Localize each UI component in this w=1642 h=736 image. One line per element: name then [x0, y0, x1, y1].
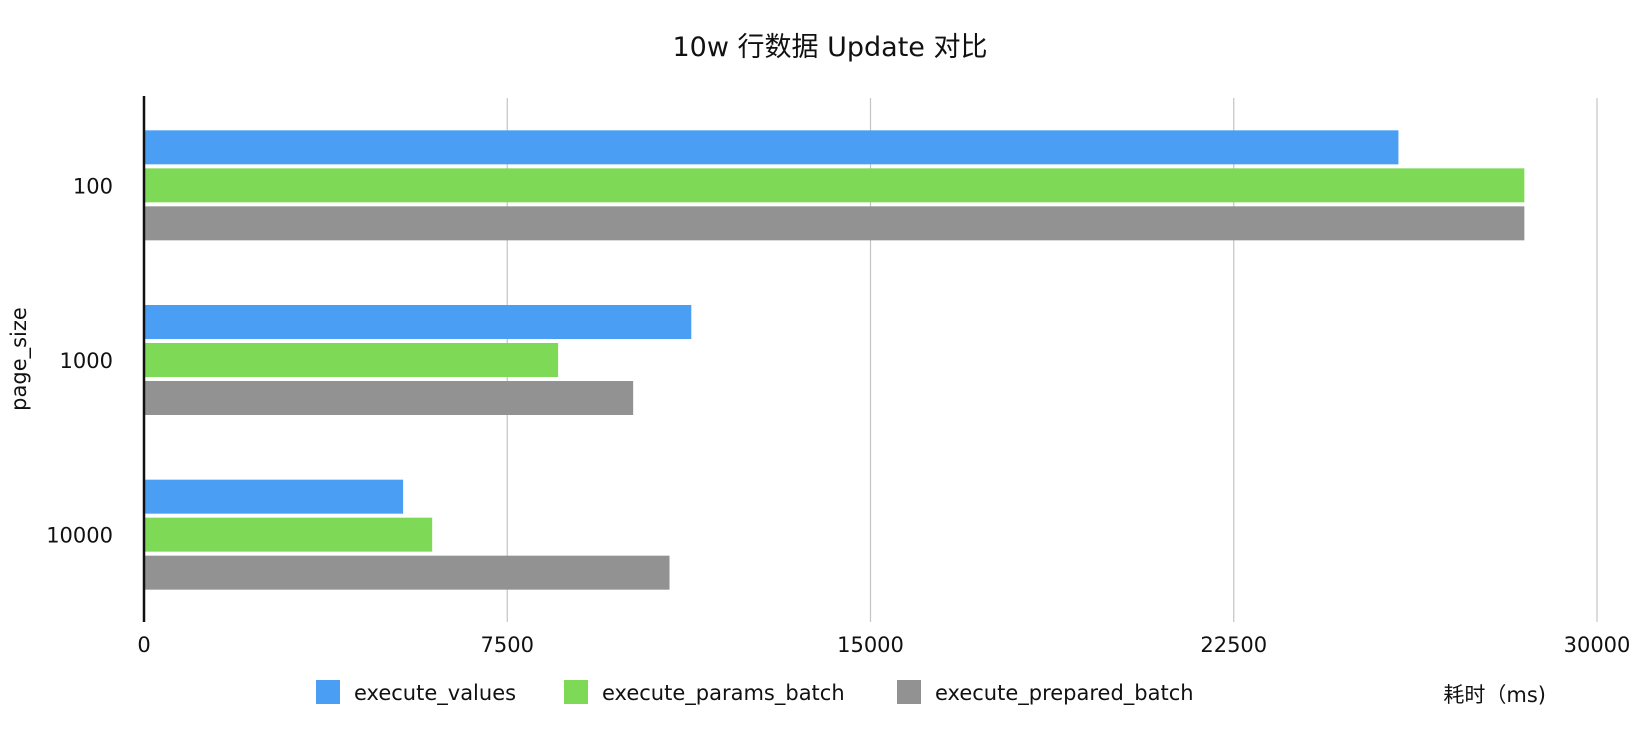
legend: execute_values execute_params_batch execut… [316, 680, 1194, 706]
bars [144, 130, 1525, 590]
legend-swatch [564, 680, 588, 704]
x-tick-labels: 0 7500 15000 22500 30000 [137, 633, 1630, 657]
bar-execute-prepared-batch-100 [144, 206, 1525, 241]
legend-label: execute_params_batch [602, 681, 845, 706]
x-tick-label: 0 [137, 633, 150, 657]
legend-label: execute_prepared_batch [935, 681, 1194, 706]
x-axis-label: 耗时（ms) [1443, 683, 1546, 707]
x-tick-label: 30000 [1564, 633, 1631, 657]
x-tick-label: 7500 [481, 633, 534, 657]
y-axis-label: page_size [7, 307, 32, 411]
bar-execute-values-10000 [144, 479, 404, 514]
bar-execute-params-batch-1000 [144, 343, 559, 377]
bar-execute-params-batch-10000 [144, 517, 433, 552]
x-tick-label: 15000 [837, 633, 904, 657]
bar-execute-prepared-batch-1000 [144, 381, 634, 415]
category-label: 1000 [60, 349, 113, 373]
chart-title: 10w 行数据 Update 对比 [673, 32, 988, 63]
bar-execute-values-100 [144, 130, 1399, 165]
category-label: 100 [73, 174, 113, 198]
legend-swatch [897, 680, 921, 704]
x-tick-label: 22500 [1200, 633, 1267, 657]
legend-swatch [316, 680, 340, 704]
category-labels: 100 1000 10000 [46, 174, 113, 547]
bar-execute-prepared-batch-10000 [144, 555, 670, 590]
category-label: 10000 [46, 524, 113, 548]
bar-execute-params-batch-100 [144, 168, 1525, 203]
bar-execute-values-1000 [144, 305, 692, 339]
legend-label: execute_values [354, 681, 516, 706]
